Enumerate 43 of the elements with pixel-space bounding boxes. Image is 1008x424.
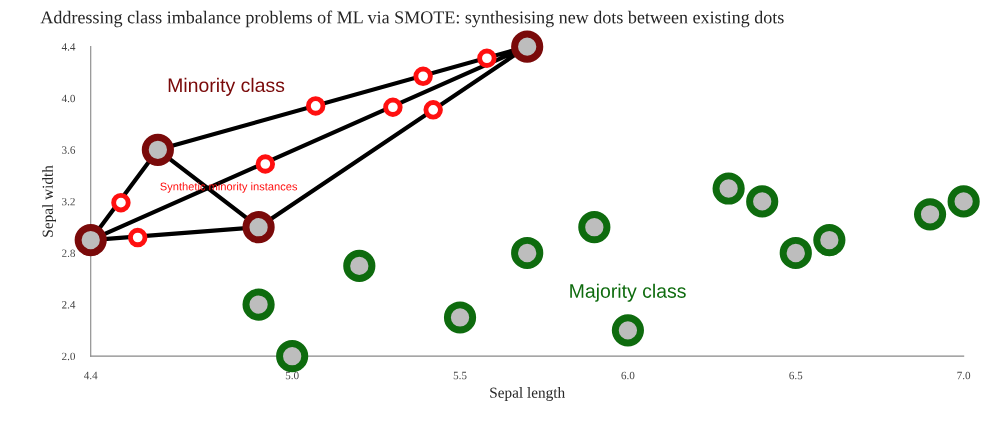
point (276, 340, 309, 373)
chart-title: Addressing class imbalance problems of ML via SMOTE: synthesising new dots between existing dots (40, 10, 784, 28)
point (477, 48, 497, 68)
point (413, 66, 433, 87)
y-tick-label: 4.0 (61, 94, 76, 103)
point (511, 30, 544, 63)
x-tick-label: 7.0 (957, 371, 971, 380)
point (141, 133, 174, 166)
series-label: Majority class (570, 283, 686, 302)
point (578, 211, 611, 244)
point (305, 96, 326, 116)
point (343, 249, 376, 282)
y-tick-label: 4.4 (61, 43, 76, 51)
point (913, 198, 947, 231)
point (242, 211, 275, 244)
point (611, 314, 644, 347)
y-axis-title: Sepal width (42, 165, 56, 237)
y-tick-label: 2.8 (62, 249, 76, 257)
point (74, 224, 107, 257)
point (712, 172, 745, 205)
point (511, 236, 544, 270)
point (128, 227, 148, 248)
point (779, 236, 812, 270)
point (746, 185, 779, 218)
point (947, 185, 980, 218)
y-tick-label: 2.0 (62, 352, 76, 361)
point (111, 192, 131, 213)
y-tick-label: 3.6 (62, 146, 76, 154)
x-axis-title: Sepal length (490, 387, 565, 401)
y-tick-label: 3.2 (62, 197, 75, 206)
x-tick-label: 4.4 (83, 371, 98, 380)
point (255, 154, 276, 174)
x-tick-label: 6.0 (621, 371, 635, 380)
point (813, 224, 846, 257)
point (383, 97, 403, 117)
point (242, 288, 275, 321)
x-tick-label: 6.5 (789, 371, 803, 380)
point (443, 301, 477, 334)
text: Minority class (168, 77, 285, 96)
y-tick-label: 2.4 (62, 301, 76, 309)
x-tick-label: 5.5 (453, 371, 467, 380)
point (423, 100, 443, 120)
x-tick-label: 5.0 (285, 371, 299, 380)
